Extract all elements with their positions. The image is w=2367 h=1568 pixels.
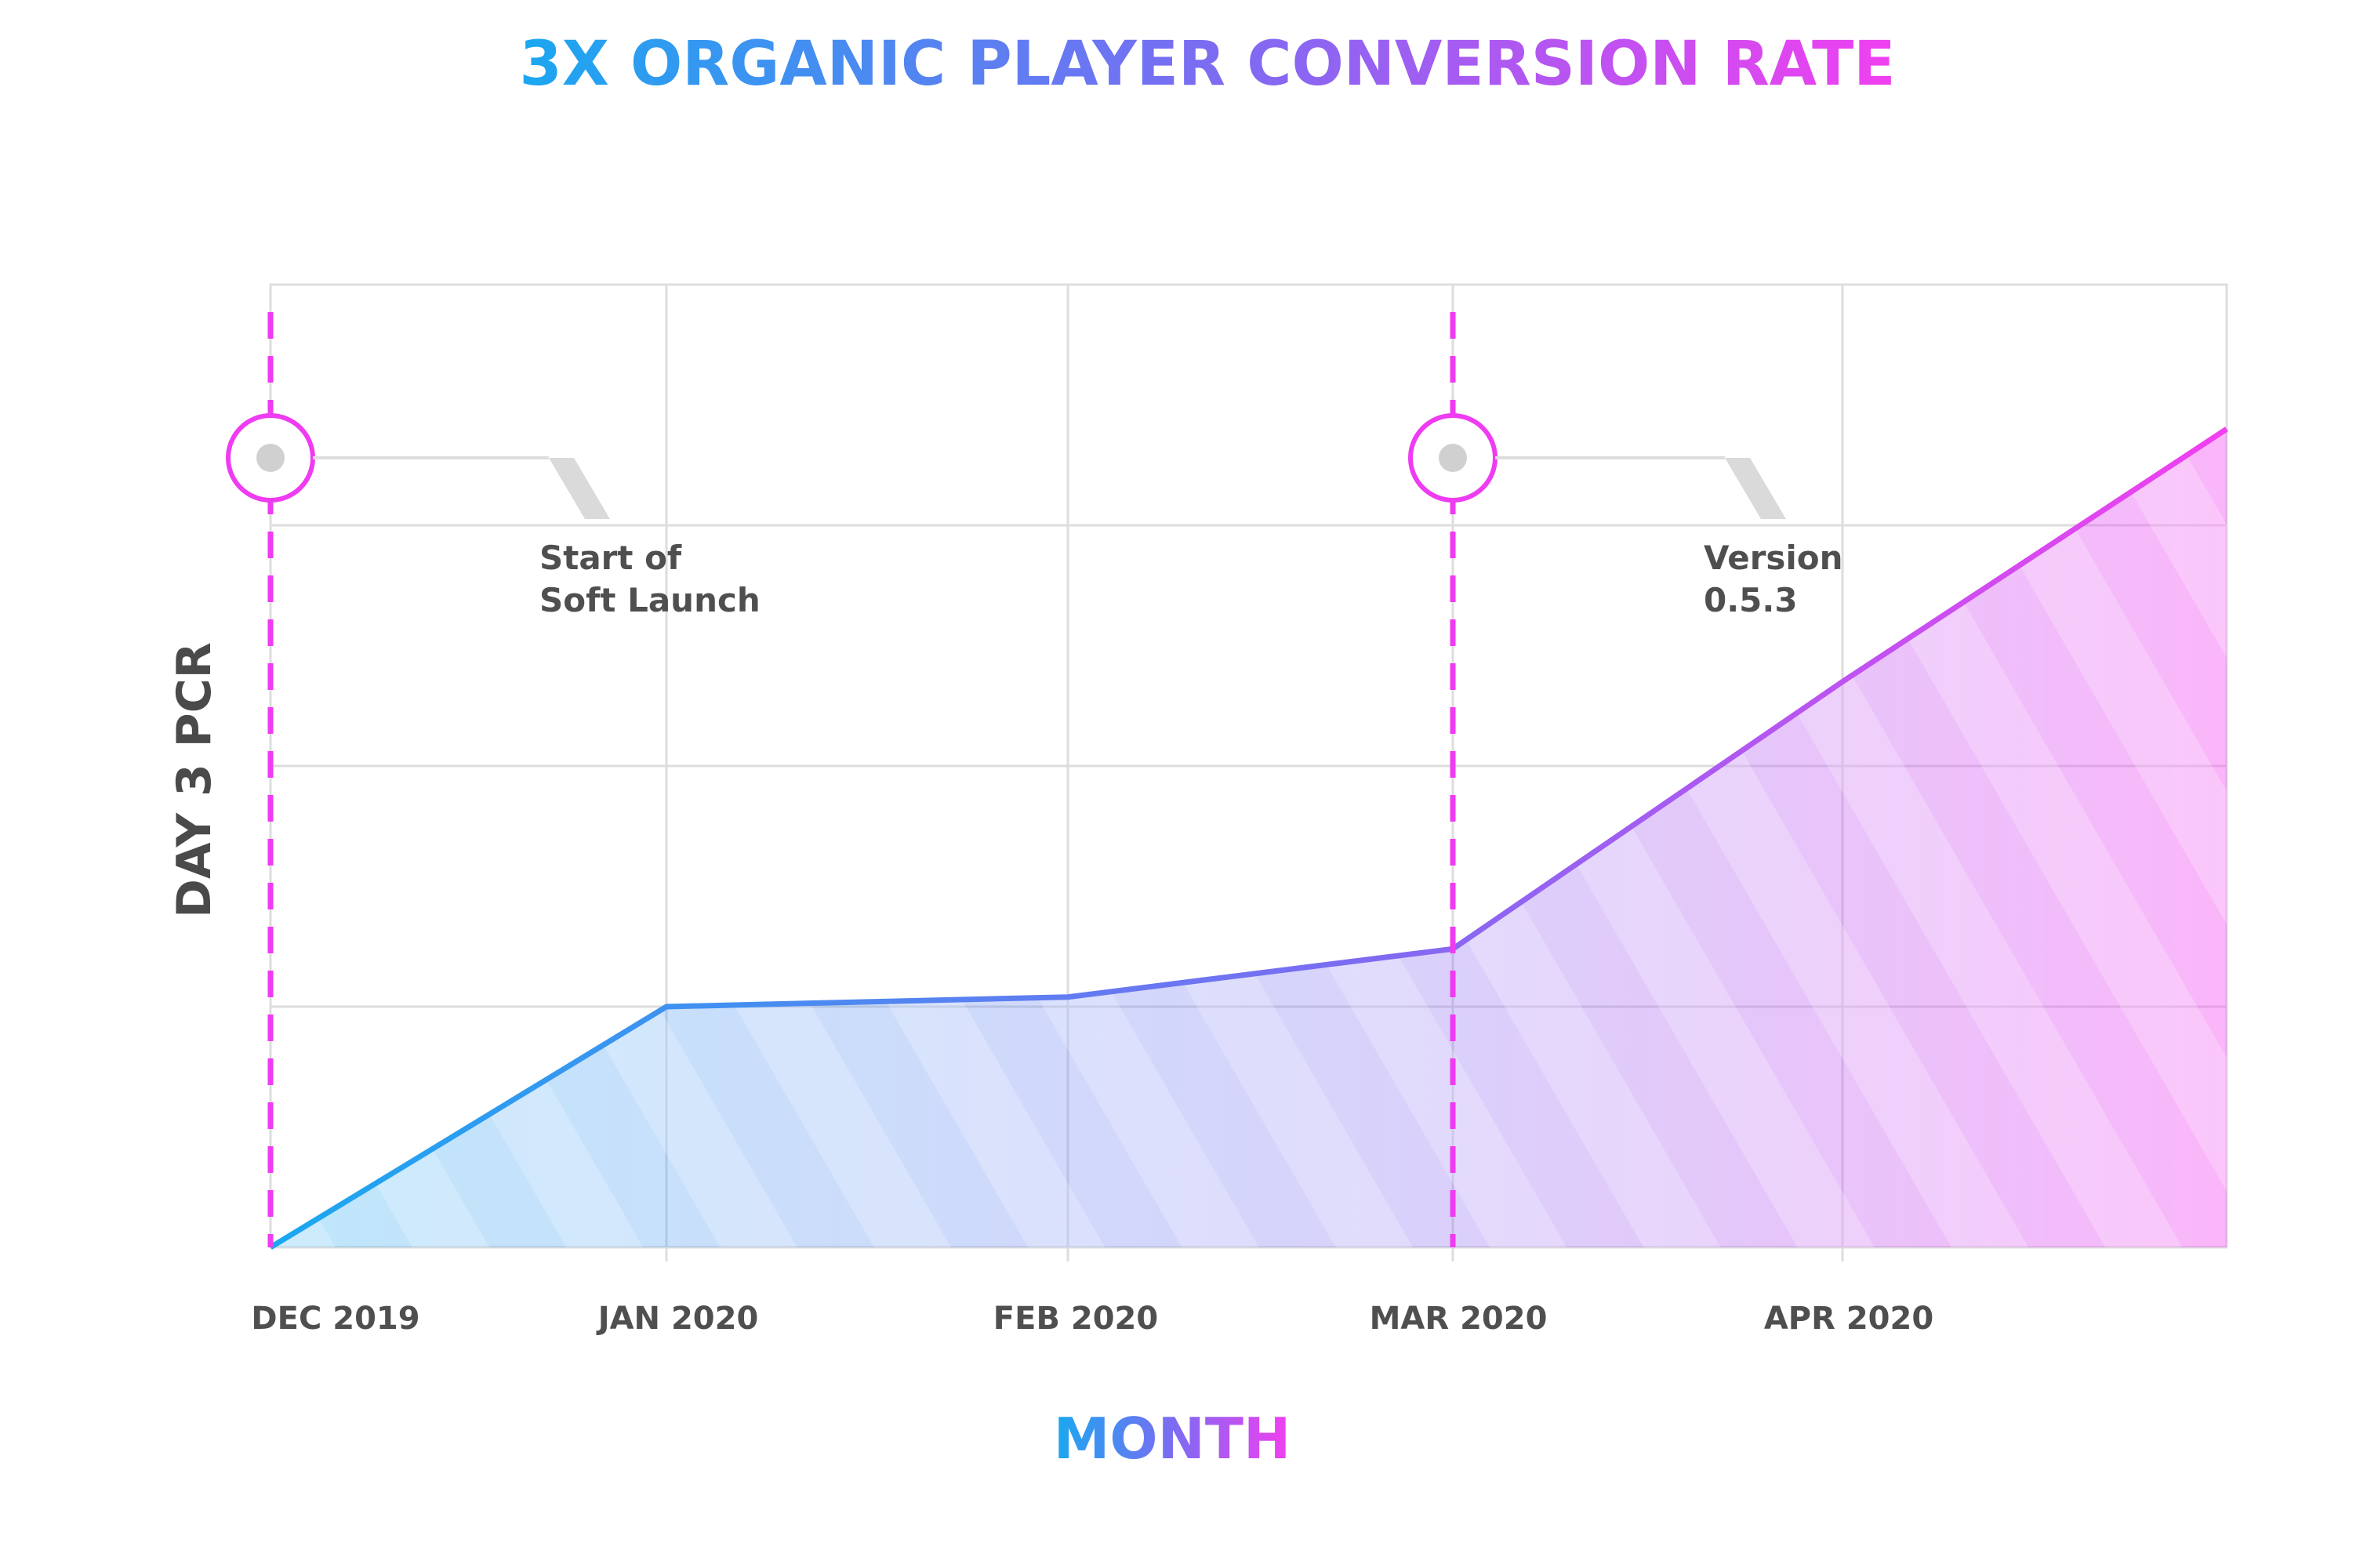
y-axis-title: DAY 3 PCR (167, 642, 222, 918)
area-stripes (270, 429, 2227, 1247)
marker-dot (1439, 444, 1467, 472)
x-axis-title: MONTH (1054, 1406, 1291, 1472)
annotation: Start of Soft Launch (226, 312, 761, 1247)
x-tick-label: DEC 2019 (251, 1301, 419, 1337)
annotation-label: Soft Launch (539, 581, 761, 619)
leader-tab (549, 458, 610, 519)
annotation: Version 0.5.3 (1408, 312, 1843, 1247)
annotation-label: Version (1704, 539, 1843, 577)
plot-area (270, 429, 2227, 1247)
marker-dot (256, 444, 285, 472)
chart-title: 3X ORGANIC PLAYER CONVERSION RATE (519, 29, 1895, 100)
x-tick-label: MAR 2020 (1370, 1301, 1548, 1337)
annotations: Start of Soft Launch Version 0.5.3 (226, 312, 1843, 1247)
annotation-label: 0.5.3 (1704, 581, 1798, 619)
x-tick-labels: DEC 2019 JAN 2020 FEB 2020 MAR 2020 APR 2020 (251, 1301, 1933, 1337)
x-tick-label: JAN 2020 (596, 1301, 759, 1337)
x-tick-label: FEB 2020 (993, 1301, 1158, 1337)
annotation-label: Start of (539, 539, 682, 577)
x-tick-label: APR 2020 (1764, 1301, 1933, 1337)
series-line (269, 426, 2228, 1250)
leader-tab (1725, 458, 1786, 519)
